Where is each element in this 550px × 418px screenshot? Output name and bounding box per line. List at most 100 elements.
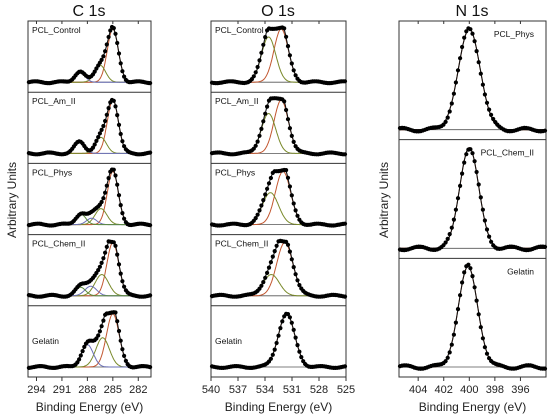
data-point	[284, 34, 289, 39]
data-point	[103, 118, 108, 124]
data-point	[266, 181, 272, 186]
fit-envelope	[28, 169, 151, 226]
y-axis-label-right: Arbitrary Units	[377, 162, 391, 238]
data-point	[148, 81, 153, 86]
data-point	[113, 243, 118, 248]
data-point	[484, 227, 490, 232]
data-point	[284, 168, 289, 173]
data-point	[97, 264, 102, 269]
data-point	[257, 208, 262, 213]
data-point	[449, 101, 454, 106]
data-point	[293, 272, 298, 277]
data-point	[489, 112, 494, 117]
fit-component-c-c	[28, 28, 151, 83]
data-point	[542, 244, 548, 249]
y-axis-label-left: Arbitrary Units	[5, 162, 19, 238]
data-point	[484, 351, 490, 356]
data-point	[462, 270, 467, 275]
data-point	[106, 34, 111, 40]
data-point	[257, 58, 262, 63]
data-point	[253, 70, 258, 75]
data-point	[118, 271, 123, 276]
data-point	[453, 207, 458, 212]
data-point	[458, 183, 463, 188]
fit-component-c-o	[211, 36, 346, 83]
fit-component-c-o	[211, 242, 346, 297]
data-point	[289, 133, 294, 138]
data-point	[443, 359, 448, 364]
data-point	[113, 173, 118, 178]
data-point	[460, 280, 465, 285]
data-point	[113, 310, 118, 315]
data-point	[80, 349, 85, 354]
data-point	[460, 44, 465, 50]
sample-label: PCL_Chem_II	[215, 239, 268, 249]
data-point	[287, 184, 292, 189]
data-point	[263, 35, 268, 40]
fit-component-n-c-o	[28, 344, 151, 368]
data-point	[115, 182, 120, 187]
data-point	[289, 257, 294, 262]
data-point	[118, 203, 123, 208]
data-point	[122, 144, 127, 149]
data-point	[491, 116, 496, 122]
data-point	[251, 74, 256, 79]
data-point	[261, 119, 266, 124]
data-point	[120, 211, 125, 216]
data-point	[101, 196, 106, 201]
data-point	[122, 353, 127, 358]
data-point	[253, 143, 258, 148]
data-point	[293, 335, 298, 340]
fit-component-c-o	[28, 273, 151, 297]
data-point	[282, 99, 287, 104]
data-point	[113, 104, 118, 109]
data-point	[453, 320, 458, 325]
data-point	[470, 151, 475, 156]
data-point	[342, 221, 348, 226]
data-point	[118, 131, 123, 137]
data-point	[116, 193, 122, 198]
data-point	[265, 104, 270, 109]
data-point	[443, 119, 448, 124]
data-point	[106, 106, 111, 111]
data-point	[447, 350, 452, 355]
data-point	[120, 139, 125, 144]
data-point	[99, 324, 104, 329]
data-point	[97, 329, 102, 334]
sample-label: PCL_Chem_II	[481, 148, 534, 158]
data-point	[261, 280, 266, 285]
fit-envelope	[28, 240, 151, 297]
data-point	[342, 152, 348, 157]
fit-component-c-o	[211, 112, 346, 154]
data-point	[82, 344, 87, 349]
data-point	[478, 195, 483, 200]
x-tick-label: 404	[409, 384, 427, 396]
data-point	[270, 254, 275, 259]
data-point	[99, 57, 104, 63]
data-point	[122, 74, 127, 79]
data-point	[460, 171, 465, 176]
data-point	[542, 128, 548, 133]
fit-component-c-c	[28, 242, 151, 297]
data-point	[280, 319, 285, 324]
data-point	[291, 265, 296, 270]
sample-label: PCL_Am_II	[215, 96, 258, 106]
data-point	[116, 122, 122, 127]
data-point	[468, 147, 473, 152]
data-point	[487, 107, 492, 112]
data-point	[474, 49, 479, 54]
data-point	[255, 212, 260, 217]
data-point	[253, 216, 258, 221]
data-point	[542, 366, 548, 371]
data-point	[263, 192, 268, 197]
data-point	[268, 175, 273, 181]
data-point	[297, 283, 302, 288]
sample-label: PCL_Phys	[32, 167, 72, 177]
data-point	[297, 349, 302, 354]
data-point	[104, 183, 109, 188]
data-point	[482, 92, 487, 97]
data-point	[268, 260, 273, 265]
data-point	[291, 201, 296, 206]
data-point	[482, 345, 487, 350]
data-point	[464, 29, 469, 34]
